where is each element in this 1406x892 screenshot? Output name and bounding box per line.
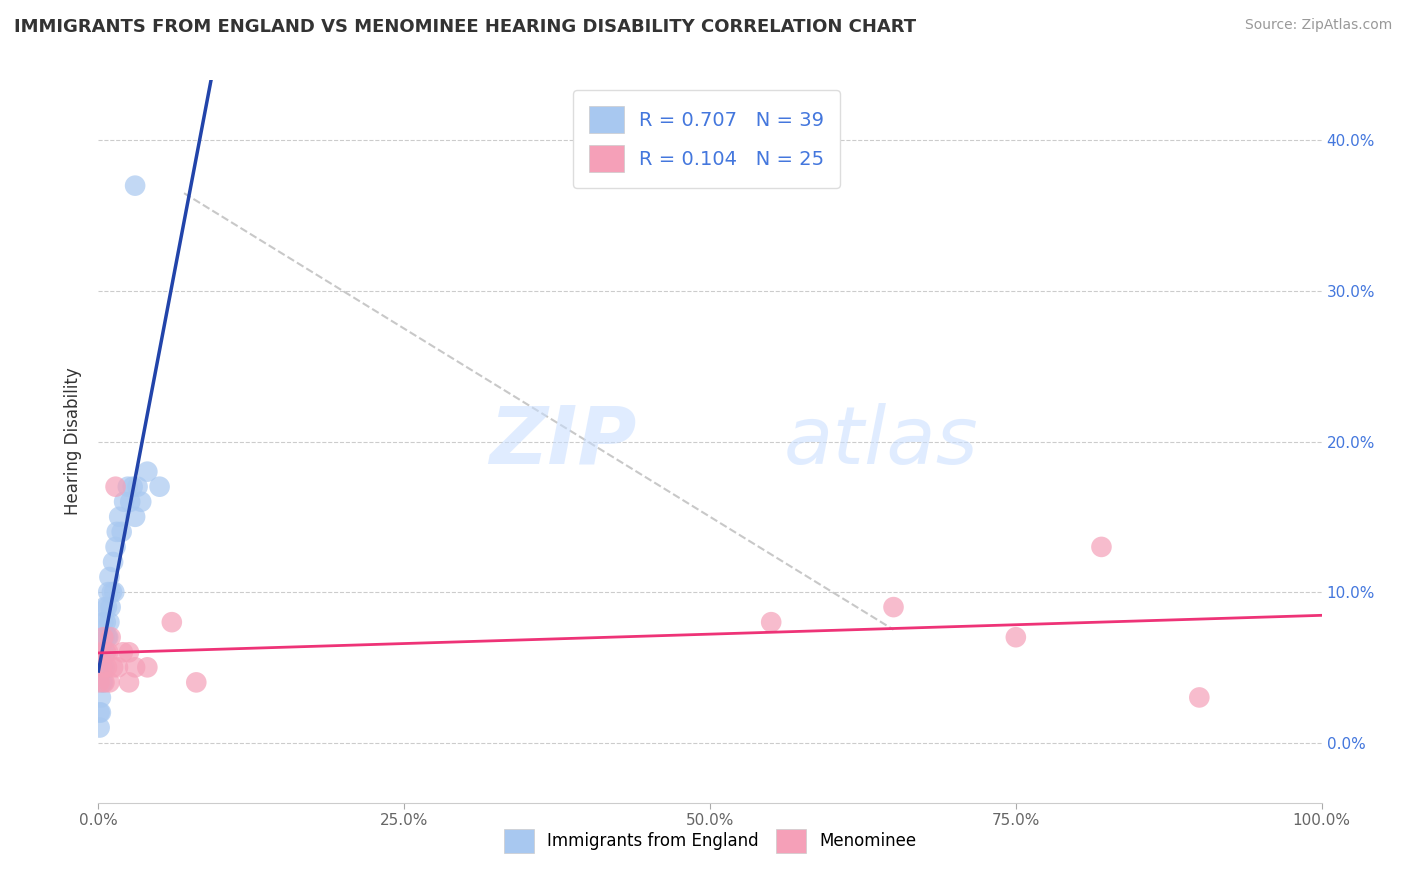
Point xyxy=(94,645,117,659)
Point xyxy=(97,645,120,659)
Point xyxy=(118,675,141,690)
Point xyxy=(101,555,124,569)
Point xyxy=(97,585,120,599)
Point xyxy=(160,615,183,630)
Legend: Immigrants from England, Menominee: Immigrants from England, Menominee xyxy=(498,822,922,860)
Point xyxy=(91,675,114,690)
Point xyxy=(112,494,135,508)
Point xyxy=(761,615,783,630)
Point xyxy=(91,645,114,659)
Point xyxy=(91,660,114,674)
Point xyxy=(91,645,114,659)
Text: Source: ZipAtlas.com: Source: ZipAtlas.com xyxy=(1244,18,1392,32)
Point xyxy=(90,706,112,720)
Point xyxy=(100,630,122,644)
Text: IMMIGRANTS FROM ENGLAND VS MENOMINEE HEARING DISABILITY CORRELATION CHART: IMMIGRANTS FROM ENGLAND VS MENOMINEE HEA… xyxy=(14,18,917,36)
Point xyxy=(124,509,146,524)
Point xyxy=(107,660,129,674)
Point xyxy=(91,675,114,690)
Y-axis label: Hearing Disability: Hearing Disability xyxy=(65,368,83,516)
Point xyxy=(91,615,114,630)
Point xyxy=(101,585,124,599)
Point xyxy=(97,630,120,644)
Point xyxy=(103,585,125,599)
Point xyxy=(105,524,128,539)
Point xyxy=(93,675,115,690)
Point xyxy=(104,540,127,554)
Point xyxy=(94,645,117,659)
Point xyxy=(883,600,905,615)
Point xyxy=(1090,540,1112,554)
Point xyxy=(90,690,112,705)
Point xyxy=(124,660,146,674)
Point xyxy=(89,721,111,735)
Point xyxy=(98,570,121,584)
Point xyxy=(96,660,118,674)
Point xyxy=(96,600,118,615)
Point xyxy=(89,675,111,690)
Point xyxy=(98,675,121,690)
Point xyxy=(127,480,149,494)
Point xyxy=(186,675,208,690)
Point xyxy=(129,494,152,508)
Point xyxy=(93,660,115,674)
Point xyxy=(96,630,118,644)
Point xyxy=(89,706,111,720)
Point xyxy=(1188,690,1211,705)
Point xyxy=(90,645,112,659)
Point xyxy=(91,660,114,674)
Point xyxy=(120,494,142,508)
Point xyxy=(93,630,115,644)
Point xyxy=(1004,630,1026,644)
Point xyxy=(118,645,141,659)
Point xyxy=(149,480,172,494)
Point xyxy=(93,600,115,615)
Point xyxy=(111,645,134,659)
Point xyxy=(94,615,117,630)
Point xyxy=(121,480,143,494)
Point xyxy=(136,465,159,479)
Text: ZIP: ZIP xyxy=(489,402,637,481)
Point xyxy=(117,480,139,494)
Point xyxy=(100,600,122,615)
Text: atlas: atlas xyxy=(783,402,979,481)
Point xyxy=(136,660,159,674)
Point xyxy=(108,509,131,524)
Point xyxy=(91,630,114,644)
Point xyxy=(124,178,146,193)
Point xyxy=(101,660,124,674)
Point xyxy=(104,480,127,494)
Point xyxy=(98,615,121,630)
Point xyxy=(111,524,134,539)
